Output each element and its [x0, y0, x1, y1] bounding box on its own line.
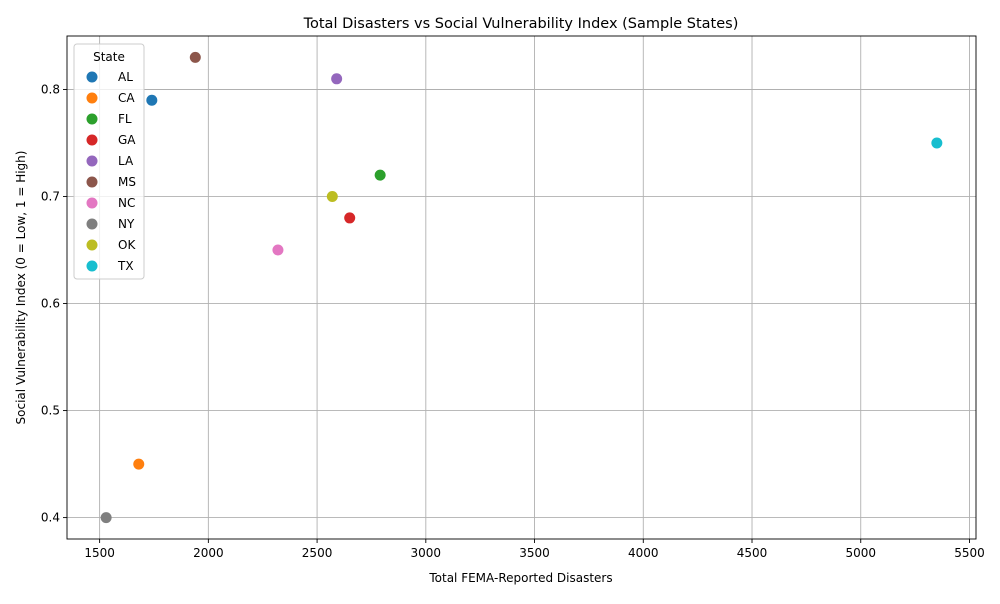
plot-frame — [66, 35, 977, 540]
legend-label-fl: FL — [118, 112, 132, 126]
data-point-ca[interactable] — [133, 458, 145, 470]
x-tick-label: 4000 — [628, 546, 659, 560]
x-tick-label: 4500 — [737, 546, 768, 560]
x-tick-label: 1500 — [84, 546, 115, 560]
grid-lines — [67, 36, 976, 539]
legend-marker-fl — [86, 113, 98, 125]
x-axis-label: Total FEMA-Reported Disasters — [428, 571, 612, 585]
data-point-nc[interactable] — [272, 244, 284, 256]
legend-marker-la — [86, 155, 98, 167]
legend-marker-nc — [86, 197, 98, 209]
y-tick-label: 0.6 — [41, 297, 60, 311]
data-point-tx[interactable] — [931, 137, 943, 149]
legend-marker-ms — [86, 176, 98, 188]
data-point-ms[interactable] — [189, 51, 201, 63]
data-point-al[interactable] — [146, 94, 158, 106]
legend-label-la: LA — [118, 154, 134, 168]
legend-marker-al — [86, 71, 98, 83]
legend-label-nc: NC — [118, 196, 135, 210]
legend-title: State — [93, 50, 125, 64]
legend-label-ny: NY — [118, 217, 135, 231]
legend-label-tx: TX — [117, 259, 134, 273]
y-axis-ticks: 0.4 0.5 0.6 0.7 0.8 — [41, 83, 67, 525]
data-point-la[interactable] — [331, 73, 343, 85]
y-tick-label: 0.5 — [41, 404, 60, 418]
y-tick-label: 0.8 — [41, 83, 60, 97]
data-point-fl[interactable] — [374, 169, 386, 181]
x-axis-ticks: 1500 2000 2500 3000 3500 4000 4500 5000 5500 — [84, 539, 985, 560]
legend-label-ca: CA — [118, 91, 135, 105]
x-tick-label: 2500 — [302, 546, 333, 560]
x-tick-label: 2000 — [193, 546, 224, 560]
legend-label-al: AL — [118, 70, 133, 84]
legend-marker-ca — [86, 92, 98, 104]
legend-label-ok: OK — [118, 238, 136, 252]
data-point-ga[interactable] — [344, 212, 356, 224]
legend-marker-ok — [86, 239, 98, 251]
y-axis-label: Social Vulnerability Index (0 = Low, 1 =… — [14, 151, 28, 425]
x-tick-label: 3000 — [411, 546, 442, 560]
y-tick-label: 0.4 — [41, 511, 60, 525]
data-point-ok[interactable] — [326, 191, 338, 203]
legend-marker-tx — [86, 260, 98, 272]
data-points — [100, 51, 943, 524]
legend-items: AL CA FL GA LA MS NC NY OK TX — [86, 70, 136, 273]
legend-label-ga: GA — [118, 133, 136, 147]
legend: State AL CA FL GA LA MS NC NY OK TX — [73, 43, 145, 280]
chart-title: Total Disasters vs Social Vulnerability … — [303, 16, 739, 32]
y-tick-label: 0.7 — [41, 190, 60, 204]
data-point-ny[interactable] — [100, 512, 112, 524]
legend-marker-ny — [86, 218, 98, 230]
x-tick-label: 5500 — [954, 546, 985, 560]
legend-label-ms: MS — [118, 175, 136, 189]
x-tick-label: 5000 — [845, 546, 876, 560]
legend-marker-ga — [86, 134, 98, 146]
x-tick-label: 3500 — [519, 546, 550, 560]
